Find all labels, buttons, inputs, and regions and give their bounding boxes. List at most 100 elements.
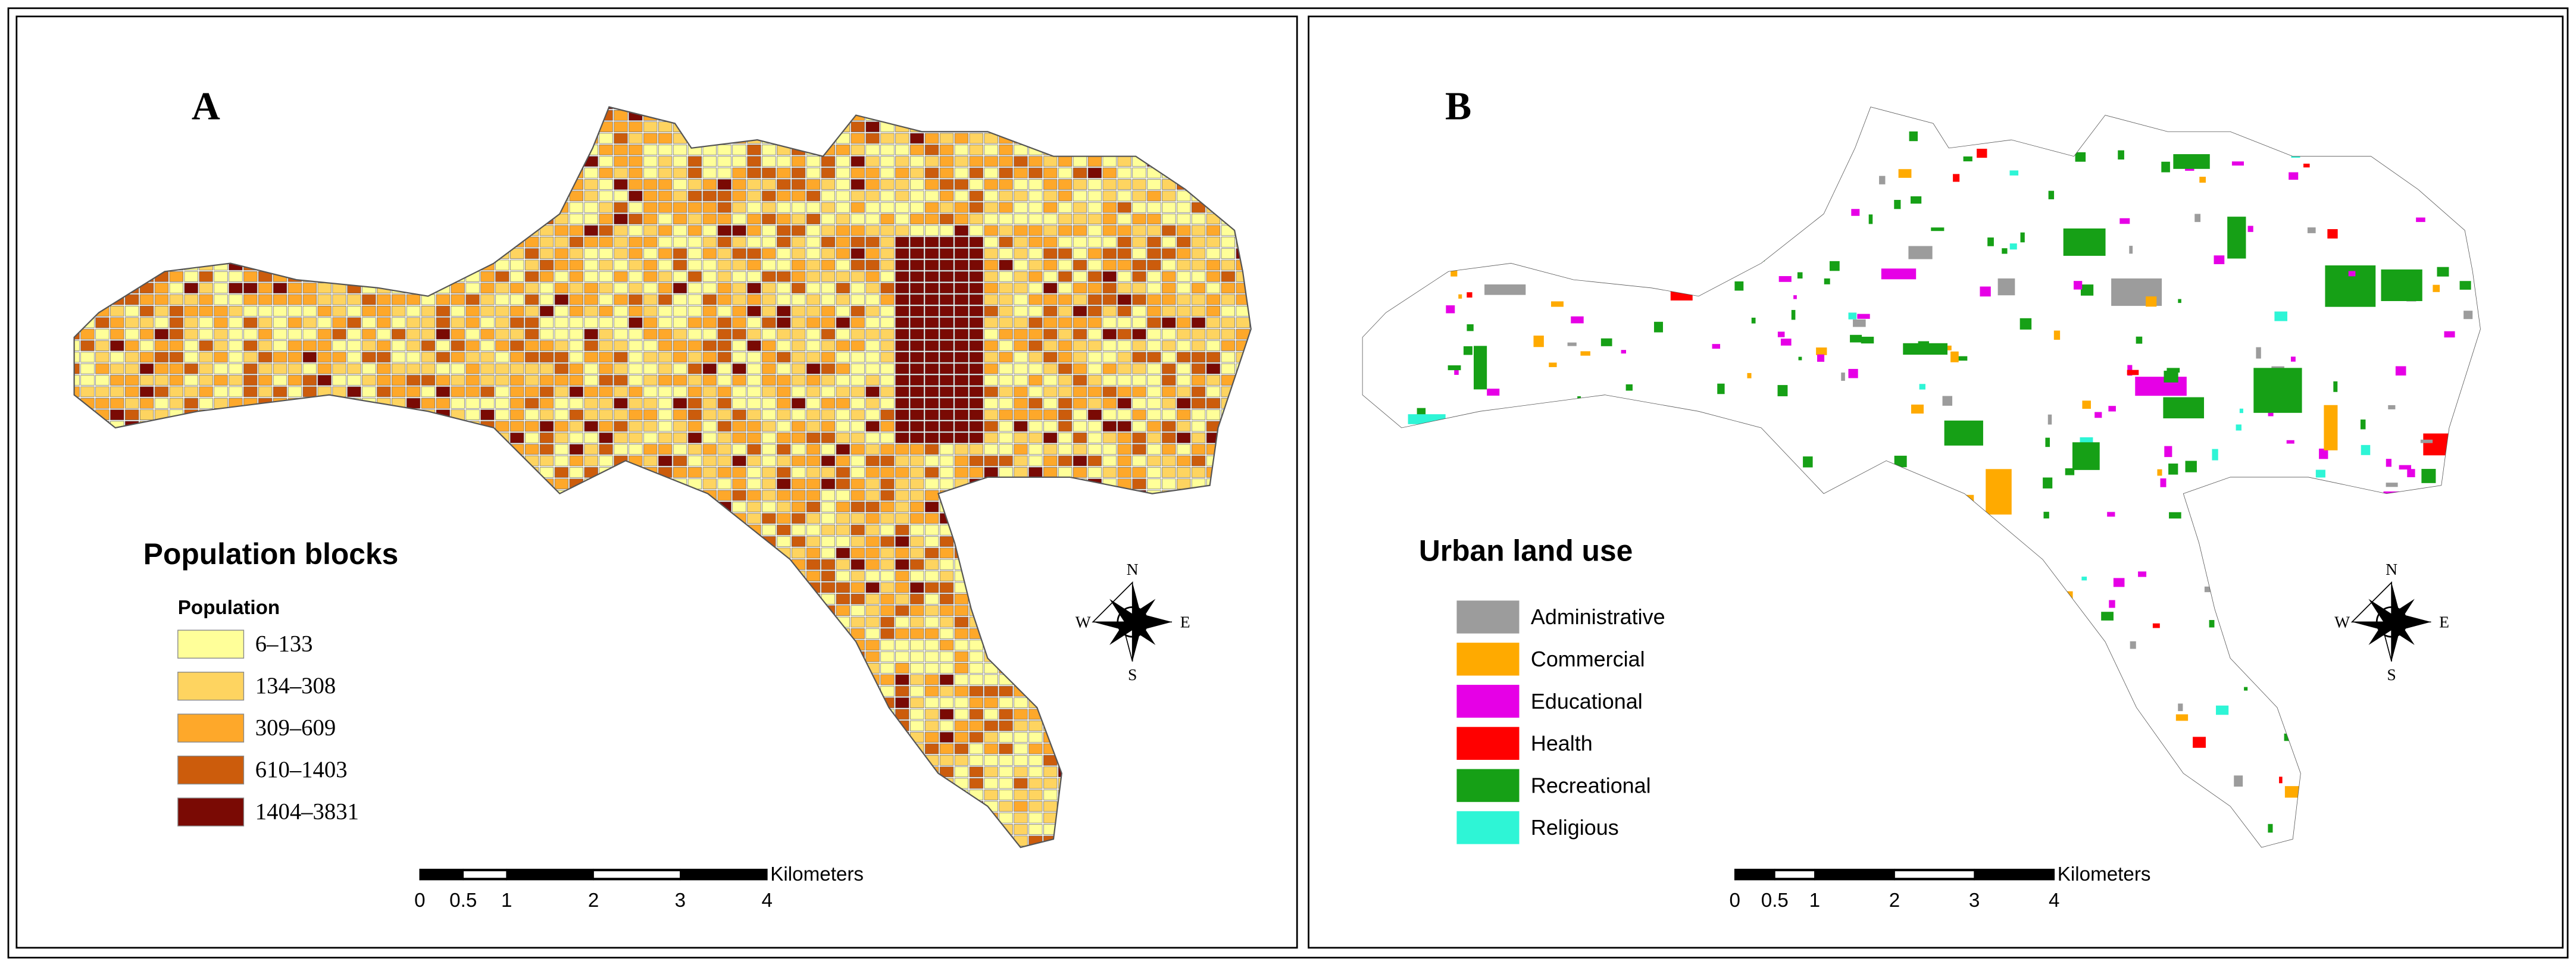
- population-block: [717, 340, 731, 351]
- population-block: [999, 754, 1013, 766]
- population-block: [317, 375, 332, 386]
- population-block: [599, 455, 613, 466]
- population-block: [1206, 305, 1221, 317]
- population-block: [629, 432, 643, 443]
- population-block: [1043, 317, 1058, 328]
- population-block: [762, 375, 776, 386]
- population-block: [139, 317, 154, 328]
- population-block: [539, 294, 554, 305]
- population-block: [747, 271, 761, 282]
- population-block: [999, 444, 1013, 455]
- population-block: [821, 397, 836, 409]
- population-block: [643, 144, 658, 155]
- population-block: [806, 317, 821, 328]
- population-block: [1162, 328, 1176, 340]
- population-block: [747, 236, 761, 248]
- population-block: [924, 179, 939, 190]
- population-block: [243, 375, 258, 386]
- population-block: [924, 352, 939, 363]
- population-block: [1028, 754, 1043, 766]
- population-block: [910, 328, 924, 340]
- population-block: [1028, 271, 1043, 282]
- population-block: [332, 363, 346, 374]
- population-block: [895, 640, 909, 651]
- population-block: [777, 283, 791, 294]
- population-block: [377, 352, 391, 363]
- population-block: [762, 409, 776, 421]
- population-block: [999, 363, 1013, 374]
- population-block: [599, 444, 613, 455]
- population-block: [258, 375, 273, 386]
- population-block: [984, 455, 998, 466]
- population-block: [391, 317, 406, 328]
- population-block: [717, 375, 731, 386]
- population-block: [169, 317, 184, 328]
- population-block: [510, 409, 524, 421]
- population-block: [732, 202, 746, 213]
- population-block: [658, 225, 673, 236]
- population-block: [954, 685, 969, 697]
- population-block: [851, 363, 865, 374]
- population-block: [924, 340, 939, 351]
- population-block: [895, 697, 909, 708]
- population-block: [287, 352, 302, 363]
- population-block: [851, 271, 865, 282]
- population-block: [1132, 375, 1146, 386]
- population-block: [984, 156, 998, 167]
- population-block: [273, 283, 287, 294]
- population-block: [554, 271, 569, 282]
- population-block: [1073, 444, 1087, 455]
- population-block: [124, 340, 139, 351]
- population-block: [984, 674, 998, 685]
- population-block: [199, 397, 213, 409]
- population-block: [154, 340, 169, 351]
- population-block: [747, 478, 761, 490]
- population-block: [302, 305, 317, 317]
- population-block: [673, 179, 687, 190]
- population-block: [465, 283, 480, 294]
- population-block: [747, 225, 761, 236]
- population-block: [924, 524, 939, 536]
- population-block: [777, 386, 791, 397]
- population-block: [629, 214, 643, 224]
- population-block: [169, 271, 184, 282]
- population-block: [1087, 317, 1102, 328]
- population-block: [687, 156, 702, 167]
- population-block: [762, 259, 776, 271]
- population-block: [1132, 190, 1146, 202]
- population-block: [1102, 375, 1117, 386]
- population-block: [762, 502, 776, 512]
- population-block: [391, 386, 406, 397]
- population-block: [969, 674, 983, 685]
- population-block: [139, 352, 154, 363]
- population-block: [836, 294, 850, 305]
- population-block: [1014, 743, 1028, 754]
- population-block: [1058, 225, 1073, 236]
- population-block: [554, 432, 569, 443]
- population-block: [895, 674, 909, 685]
- population-block: [465, 305, 480, 317]
- population-block: [747, 513, 761, 524]
- population-block: [1191, 444, 1206, 455]
- population-block: [939, 397, 954, 409]
- population-block: [851, 133, 865, 144]
- population-block: [777, 271, 791, 282]
- population-block: [1221, 305, 1236, 317]
- population-block: [821, 225, 836, 236]
- population-block: [969, 466, 983, 478]
- population-block: [984, 444, 998, 455]
- population-block: [510, 294, 524, 305]
- population-block: [954, 133, 969, 144]
- population-block: [495, 259, 509, 271]
- population-block: [599, 421, 613, 432]
- population-block: [1117, 455, 1131, 466]
- population-block: [999, 305, 1013, 317]
- population-block: [999, 328, 1013, 340]
- population-block: [495, 317, 509, 328]
- population-block: [599, 225, 613, 236]
- population-block: [880, 190, 895, 202]
- population-block: [643, 259, 658, 271]
- population-block: [629, 328, 643, 340]
- population-block: [762, 317, 776, 328]
- population-block: [777, 340, 791, 351]
